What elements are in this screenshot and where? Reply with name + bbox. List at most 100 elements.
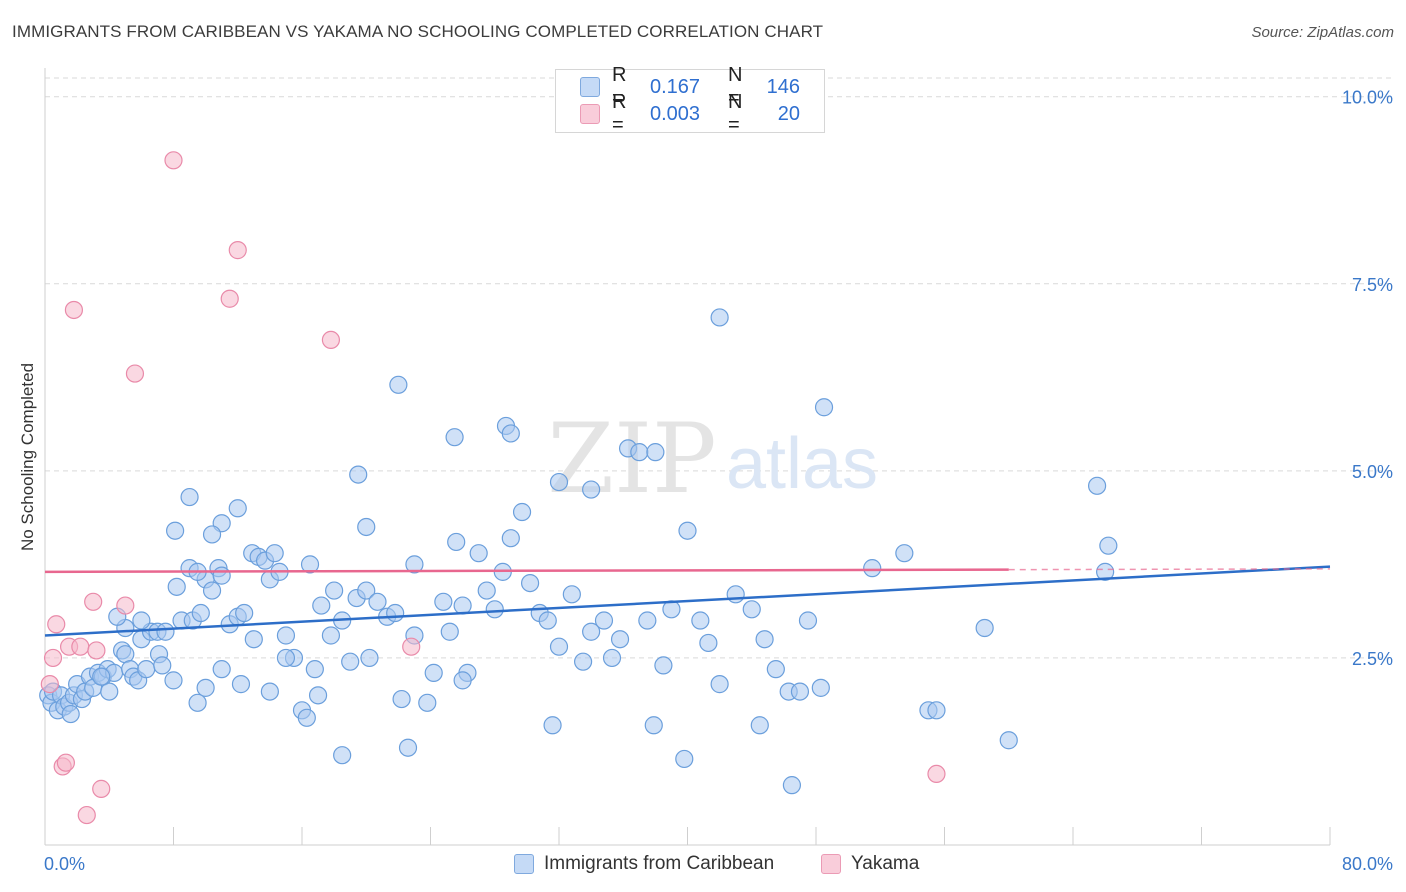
data-point-caribbean [308,686,328,705]
data-point-caribbean [742,600,761,619]
data-point-caribbean [750,716,769,735]
data-point-caribbean [790,682,810,701]
data-point-caribbean [811,678,830,697]
data-point-caribbean [276,626,296,645]
data-point-caribbean [92,667,111,686]
data-point-caribbean [153,656,172,675]
data-point-yakama [116,596,135,615]
trend-line-yakama-extension [1008,568,1331,571]
data-point-caribbean [276,648,296,668]
data-point-caribbean [644,716,663,735]
data-point-caribbean [297,708,316,727]
x-tick-label-max: 80.0% [1342,854,1393,874]
data-point-caribbean [1096,562,1115,581]
legend-n-label: N = [728,91,743,136]
data-point-yakama [56,753,75,772]
data-point-caribbean [710,675,729,694]
data-point-caribbean [300,555,320,574]
bottom-legend-swatch-blue [514,854,534,874]
tick-labels: 2.5% 5.0% 7.5% 10.0% 0.0% 80.0% [44,88,1393,874]
axes [44,68,1331,846]
data-point-yakama [71,637,90,656]
data-point-yakama [321,330,341,350]
data-point-caribbean [228,499,247,518]
data-point-caribbean [675,749,694,769]
data-point-caribbean [602,648,622,668]
y-tick-label: 5.0% [1352,462,1393,482]
bottom-legend-yakama: Yakama [821,852,919,876]
data-point-caribbean [927,701,946,720]
data-point-caribbean [538,611,557,630]
data-point-caribbean [895,544,914,563]
legend-row-caribbean: R = 0.167 N = 146 [580,64,800,109]
data-point-caribbean [156,622,175,641]
bottom-legend-swatch-pink [821,854,841,874]
data-point-caribbean [594,611,614,630]
data-point-yakama [402,637,421,656]
data-point-caribbean [562,585,581,604]
legend-n-value: 146 [766,75,800,98]
data-point-caribbean [188,693,207,712]
data-point-caribbean [520,573,540,593]
data-point-caribbean [543,716,562,735]
data-point-caribbean [678,521,697,540]
data-point-caribbean [755,630,774,649]
legend-swatch-pink [580,104,600,124]
data-point-caribbean [447,532,466,552]
watermark: ZIP atlas [547,403,878,515]
data-point-caribbean [212,566,231,585]
data-point-yakama [64,300,84,320]
data-point-caribbean [392,689,411,709]
data-point-caribbean [100,682,119,701]
data-point-caribbean [453,671,472,690]
data-point-caribbean [61,704,80,724]
data-point-caribbean [999,731,1018,750]
data-point-caribbean [512,502,532,522]
y-tick-label: 7.5% [1352,275,1393,295]
legend-n-value: 20 [777,102,800,125]
data-point-caribbean [610,630,630,649]
x-tick-label-min: 0.0% [44,854,85,874]
data-point-caribbean [814,398,834,417]
data-point-yakama [220,289,239,308]
data-point-caribbean [582,622,601,641]
data-point-caribbean [235,603,254,623]
data-point-caribbean [440,622,459,641]
data-point-caribbean [445,428,464,447]
data-point-caribbean [863,559,882,578]
data-point-caribbean [360,648,379,668]
data-point-caribbean [469,544,488,563]
data-point-caribbean [549,472,569,492]
data-point-yakama [84,592,103,611]
data-point-caribbean [453,596,472,615]
data-point-yakama [47,615,66,634]
data-point-caribbean [231,675,251,694]
bottom-legend-label-caribbean: Immigrants from Caribbean [544,853,775,874]
legend-r-label: R = [612,91,627,136]
source-label: Source: ZipAtlas.com [1251,24,1394,41]
data-point-caribbean [305,660,324,679]
data-point-caribbean [244,630,263,649]
data-point-caribbean [357,581,376,600]
data-point-caribbean [485,600,504,619]
y-tick-label: 10.0% [1342,88,1393,108]
trend-line-caribbean [44,565,1331,637]
data-point-caribbean [312,596,331,615]
data-point-caribbean [582,480,601,499]
data-point-caribbean [638,611,657,630]
data-point-yakama [40,675,59,694]
data-point-caribbean [212,660,231,679]
data-point-caribbean [202,525,222,544]
data-point-caribbean [798,611,818,630]
data-point-caribbean [341,652,360,671]
data-point-caribbean [646,443,665,462]
data-point-caribbean [1099,536,1118,555]
data-point-caribbean [573,652,593,671]
data-point-yakama [92,779,111,798]
data-point-caribbean [699,633,718,653]
data-point-caribbean [975,618,994,638]
data-point-yakama [43,648,63,668]
data-point-caribbean [710,308,729,327]
data-point-caribbean [424,663,443,682]
data-point-caribbean [333,746,352,765]
